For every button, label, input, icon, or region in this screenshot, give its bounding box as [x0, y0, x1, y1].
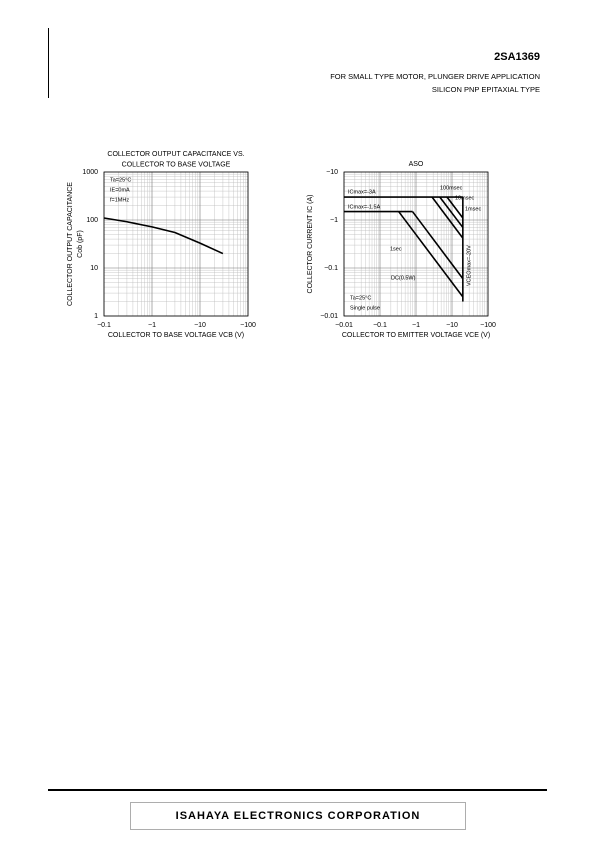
annotation: Ta=25°C: [110, 177, 131, 183]
y-tick-label: 1: [94, 313, 98, 320]
series-label: VCEOmax=-20V: [466, 245, 472, 286]
curve: [431, 196, 464, 239]
x-tick-label: −0.1: [97, 322, 111, 329]
curve: [411, 211, 464, 280]
x-tick-label: −0.01: [335, 322, 353, 329]
annotation: Ta=25°C: [350, 295, 371, 301]
curve: [398, 211, 464, 298]
x-tick-label: −1: [412, 322, 420, 329]
series-label: DC(0.5W): [391, 275, 416, 281]
series-label: 1sec: [390, 246, 402, 252]
series-label: ICmax=-1.5A: [348, 204, 381, 210]
series-label: 100msec: [440, 185, 463, 191]
series-label: 10msec: [455, 195, 475, 201]
footer-box: [130, 802, 466, 830]
annotation: Single pulse: [350, 305, 380, 311]
company-name: ISAHAYA ELECTRONICS CORPORATION: [176, 810, 421, 822]
x-tick-label: −10: [194, 322, 206, 329]
application: FOR SMALL TYPE MOTOR, PLUNGER DRIVE APPL…: [330, 72, 540, 81]
x-tick-label: −100: [480, 322, 496, 329]
y-axis-label: Cob (pF): [77, 230, 84, 258]
y-tick-label: 10: [90, 265, 98, 272]
x-axis-label: COLLECTOR TO EMITTER VOLTAGE VCE (V): [342, 332, 490, 339]
chart-title: ASO: [409, 161, 424, 168]
y-tick-label: −0.1: [324, 265, 338, 272]
y-tick-label: 1000: [82, 169, 98, 176]
device-type: SILICON PNP EPITAXIAL TYPE: [432, 85, 540, 94]
plot-frame: [343, 171, 489, 317]
annotation: f=1MHz: [110, 197, 129, 203]
series-label: 1msec: [465, 206, 481, 212]
plot-frame: [103, 171, 249, 317]
y-tick-label: −10: [326, 169, 338, 176]
y-axis-label: COLLECTOR CURRENT IC (A): [307, 195, 314, 294]
x-axis-label: COLLECTOR TO BASE VOLTAGE VCB (V): [108, 332, 244, 339]
x-tick-label: −0.1: [373, 322, 387, 329]
curve: [439, 196, 464, 228]
y-axis-label: COLLECTOR OUTPUT CAPACITANCE: [67, 182, 74, 306]
x-tick-label: −100: [240, 322, 256, 329]
annotation: IE=0mA: [110, 187, 130, 193]
chart-title: COLLECTOR TO BASE VOLTAGE: [122, 161, 231, 168]
part-number: 2SA1369: [494, 51, 540, 63]
y-tick-label: −0.01: [320, 313, 338, 320]
chart-title: COLLECTOR OUTPUT CAPACITANCE VS.: [107, 151, 244, 158]
x-tick-label: −1: [148, 322, 156, 329]
y-tick-label: 100: [86, 217, 98, 224]
x-tick-label: −10: [446, 322, 458, 329]
series-label: ICmax=-3A: [348, 189, 376, 195]
y-tick-label: −1: [330, 217, 338, 224]
curve: [103, 217, 224, 255]
curve: [446, 196, 464, 219]
